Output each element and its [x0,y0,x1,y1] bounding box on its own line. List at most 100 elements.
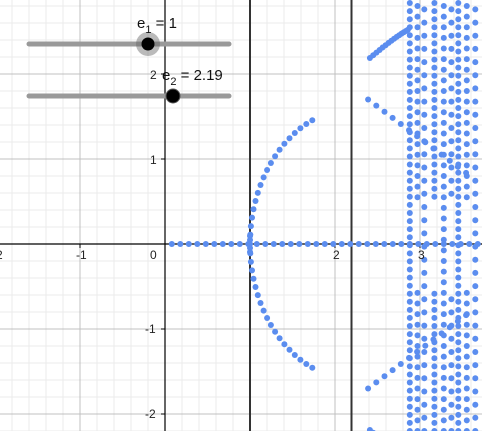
locus-point [406,234,413,241]
locus-point [406,298,413,305]
locus-point [463,45,470,52]
locus-point [448,190,455,197]
locus-point [414,141,421,148]
locus-point [247,250,254,257]
locus-point [253,241,260,247]
locus-point [448,177,455,184]
locus-point [270,241,277,247]
locus-point [472,243,479,250]
locus-point [455,258,462,265]
locus-point [421,59,428,66]
locus-point [431,395,438,402]
locus-point [440,3,447,9]
locus-point [448,85,455,92]
locus-point [372,241,379,247]
locus-point [431,193,438,200]
locus-point [472,309,479,316]
locus-point [440,343,447,349]
locus-point [455,379,462,386]
locus-point [421,349,428,355]
locus-point [440,162,447,169]
locus-point [431,105,438,111]
locus-point [286,135,293,142]
locus-point [406,72,413,79]
locus-point [414,77,421,84]
slider-e2[interactable]: e2 = 2.19 [26,67,232,104]
locus-point [414,56,421,63]
locus-point [472,349,479,355]
locus-point [431,40,438,47]
locus-point [440,66,447,73]
locus-point [406,323,413,329]
locus-point [406,395,413,402]
locus-point [472,204,479,210]
locus-point [421,98,428,105]
locus-point [414,173,421,179]
locus-point [389,114,396,121]
locus-point [440,56,447,63]
locus-point [431,185,438,192]
locus-point [431,379,438,386]
locus-point [472,177,479,184]
locus-point [297,356,304,363]
locus-point [279,241,286,247]
locus-point [440,98,447,105]
locus-point [472,362,479,369]
locus-point [291,130,298,136]
locus-point [463,385,470,392]
locus-point [406,250,413,257]
locus-point [431,153,438,160]
locus-point [455,0,462,6]
locus-point [431,323,438,329]
locus-point [463,88,470,94]
locus-point [455,347,462,354]
locus-point [397,361,404,367]
slider-e2-value: 2.19 [194,67,223,84]
locus-point [406,193,413,200]
locus-point [406,16,413,23]
locus-point [406,121,413,128]
locus-point [414,13,421,20]
locus-point [422,342,429,349]
locus-point [264,167,271,173]
locus-point [455,201,462,208]
locus-point [455,105,462,111]
locus-point [414,417,421,424]
locus-point [366,427,373,431]
slider-e1-thumb[interactable] [141,37,155,51]
locus-point [440,241,447,247]
locus-point [455,218,462,225]
locus-point [472,296,479,303]
locus-point [448,362,455,369]
locus-point [414,151,421,158]
locus-point [463,119,470,126]
locus-point [463,332,470,339]
locus-point [414,289,421,296]
locus-point [267,160,274,166]
locus-point [414,396,421,403]
locus-point [406,363,413,370]
locus-point [287,241,294,247]
locus-point [406,419,413,426]
slider-e2-thumb[interactable] [166,89,180,103]
locus-point [440,258,447,264]
locus-point [291,352,298,358]
locus-point [431,16,438,23]
locus-point [250,206,257,213]
locus-point [406,331,413,338]
locus-point [272,328,279,335]
locus-point [448,375,455,382]
locus-point [431,428,438,431]
locus-point [406,347,413,354]
locus-point [463,364,470,371]
locus-point [463,396,470,403]
slider-e1[interactable]: e1 = 1 [26,15,232,56]
locus-point [455,419,462,426]
locus-point [252,198,259,204]
locus-point [406,387,413,394]
locus-point [406,282,413,289]
locus-point [254,292,261,299]
locus-point [264,315,271,321]
locus-point [455,185,462,192]
